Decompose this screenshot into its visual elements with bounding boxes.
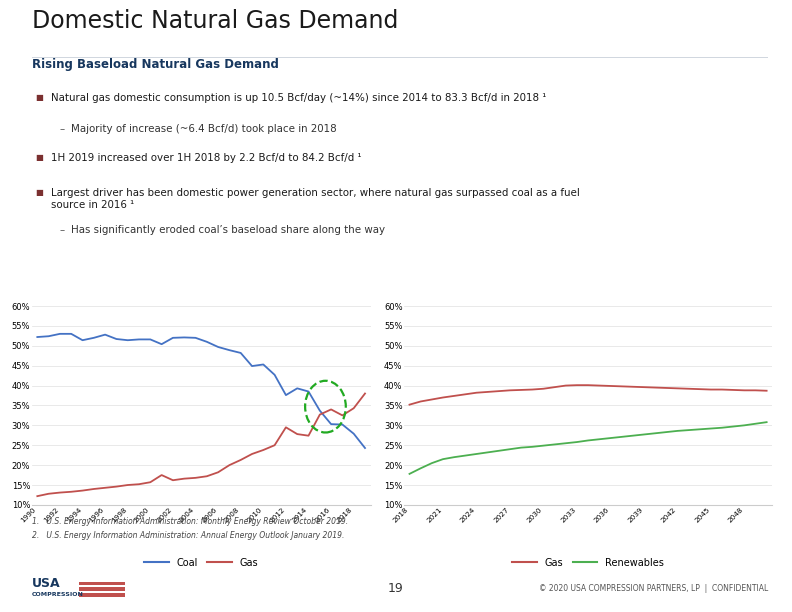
- Text: 19: 19: [388, 582, 404, 595]
- Text: Largest driver has been domestic power generation sector, where natural gas surp: Largest driver has been domestic power g…: [51, 188, 581, 210]
- Bar: [79, 588, 125, 591]
- Text: ■: ■: [36, 153, 44, 162]
- Text: Rising Baseload Natural Gas Demand: Rising Baseload Natural Gas Demand: [32, 58, 279, 71]
- Text: USA: USA: [32, 577, 60, 590]
- Text: Natural gas domestic consumption is up 10.5 Bcf/day (~14%) since 2014 to 83.3 Bc: Natural gas domestic consumption is up 1…: [51, 93, 546, 103]
- Legend: Gas, Renewables: Gas, Renewables: [508, 554, 668, 572]
- Bar: [79, 582, 125, 586]
- Text: 1H 2019 increased over 1H 2018 by 2.2 Bcf/d to 84.2 Bcf/d ¹: 1H 2019 increased over 1H 2018 by 2.2 Bc…: [51, 153, 362, 163]
- Text: Coal vs. Gas Share of Power Generation ¹: Coal vs. Gas Share of Power Generation ¹: [85, 289, 318, 299]
- Text: ■: ■: [36, 188, 44, 198]
- Text: Domestic Natural Gas Demand: Domestic Natural Gas Demand: [32, 9, 398, 33]
- Text: © 2020 USA COMPRESSION PARTNERS, LP  |  CONFIDENTIAL: © 2020 USA COMPRESSION PARTNERS, LP | CO…: [539, 584, 768, 593]
- Legend: Coal, Gas: Coal, Gas: [140, 554, 262, 572]
- Text: 2.   U.S. Energy Information Administration: Annual Energy Outlook January 2019.: 2. U.S. Energy Information Administratio…: [32, 531, 344, 540]
- Bar: [79, 593, 125, 597]
- Text: Majority of increase (~6.4 Bcf/d) took place in 2018: Majority of increase (~6.4 Bcf/d) took p…: [71, 124, 337, 133]
- Text: ■: ■: [36, 93, 44, 102]
- Text: Gas vs. Renewables Share of Power Generation ²: Gas vs. Renewables Share of Power Genera…: [451, 289, 725, 299]
- Text: –: –: [59, 225, 64, 235]
- Text: Has significantly eroded coal’s baseload share along the way: Has significantly eroded coal’s baseload…: [71, 225, 386, 235]
- Text: –: –: [59, 124, 64, 133]
- Text: COMPRESSION: COMPRESSION: [32, 592, 83, 597]
- Text: 1.   U.S. Energy Information Administration: Monthly Energy Review October 2019.: 1. U.S. Energy Information Administratio…: [32, 517, 348, 526]
